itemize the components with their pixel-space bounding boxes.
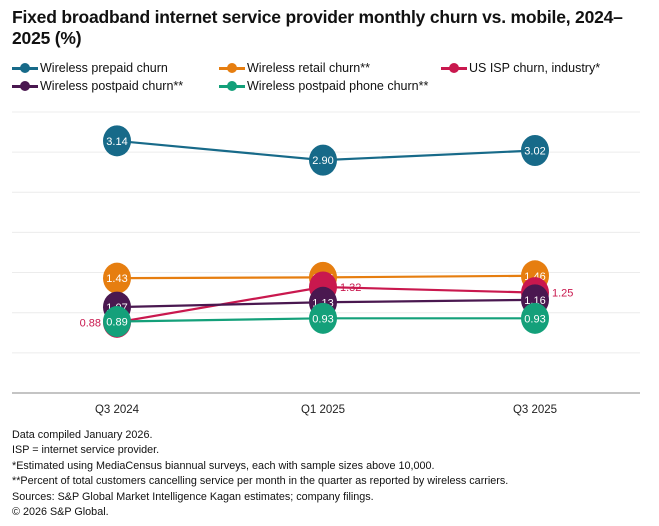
legend-item: Wireless postpaid churn** [12,79,183,93]
legend-item: Wireless prepaid churn [12,61,168,75]
data-point [103,306,131,338]
footer-notes: Data compiled January 2026. ISP = intern… [12,428,508,520]
data-point [309,302,337,334]
legend-label: Wireless postpaid churn** [40,79,184,93]
data-label: 0.88 [80,317,101,329]
data-label: 1.16 [524,295,545,307]
x-tick-label: Q3 2025 [513,404,557,416]
data-point [103,262,131,294]
data-label: 0.89 [106,317,127,329]
footer-note: *Estimated using MediaCensus biannual su… [12,459,435,472]
legend-swatch-icon [219,63,245,73]
footer-note: Sources: S&P Global Market Intelligence … [12,490,374,503]
legend-label: US ISP churn, industry* [469,61,601,75]
footer-note: © 2026 S&P Global. [12,506,109,519]
data-point [521,134,549,166]
x-tick-label: Q3 2024 [95,404,140,416]
data-label: 1.43 [106,273,127,285]
data-label: 0.93 [524,313,545,325]
chart-title: Fixed broadband internet service provide… [12,7,623,48]
data-point [103,125,131,157]
data-label: 0.93 [312,313,333,325]
legend-label: Wireless postpaid phone churn** [247,79,429,93]
x-tick-label: Q1 2025 [301,404,345,416]
data-point [521,302,549,334]
legend-swatch-icon [441,63,467,73]
legend-item: US ISP churn, industry* [441,61,600,75]
data-label: 3.02 [524,145,545,157]
legend-item: Wireless postpaid phone churn** [219,79,428,93]
footer-note: ISP = internet service provider. [12,444,160,457]
data-label: 1.32 [340,282,361,294]
legend-item: Wireless retail churn** [219,61,370,75]
legend-label: Wireless retail churn** [247,61,370,75]
footer-note: **Percent of total customers cancelling … [12,475,509,488]
data-point [309,144,337,176]
legend-label: Wireless prepaid churn [40,61,168,75]
data-label: 2.90 [312,155,333,167]
legend-swatch-icon [219,81,245,91]
footer-note: Data compiled January 2026. [12,429,153,441]
legend-swatch-icon [12,81,38,91]
data-label: 1.25 [552,288,573,300]
legend-swatch-icon [12,63,38,73]
data-label: 3.14 [106,136,127,148]
